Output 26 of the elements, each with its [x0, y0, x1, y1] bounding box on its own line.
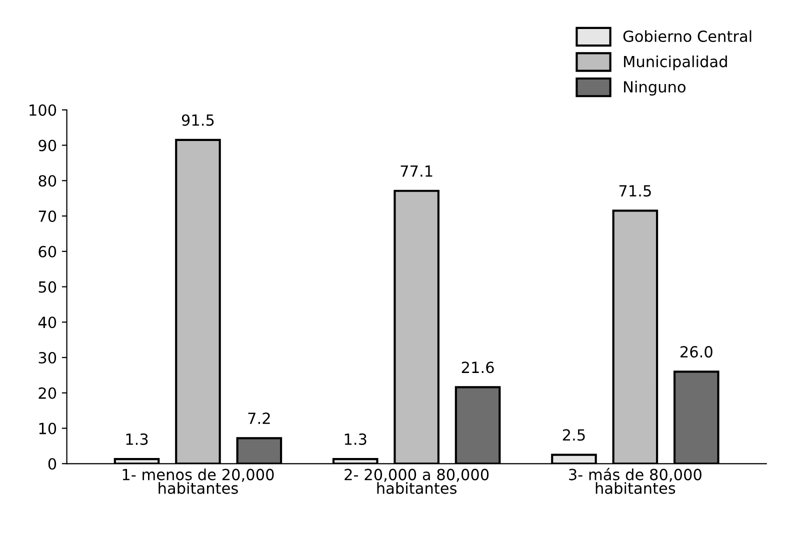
x-tick-label: 3- más de 80,000 habitantes	[569, 468, 702, 494]
y-tick-label: 60	[38, 246, 56, 258]
legend-label: Municipalidad	[624, 55, 727, 70]
legend-label: Gobierno Central	[623, 30, 752, 42]
legend-label: Ninguno	[624, 80, 686, 96]
y-tick-label: 50	[38, 281, 56, 293]
y-tick-label: 40	[38, 316, 56, 328]
text: 21.6	[462, 362, 494, 374]
y-tick-label: 80	[38, 175, 56, 187]
text: 77.1	[400, 165, 432, 177]
text: 1.3	[126, 433, 148, 445]
x-tick-label: 1- menos de 20,000 habitantes	[122, 468, 274, 494]
y-tick-label: 30	[38, 352, 56, 364]
y-tick-label: 10	[39, 422, 56, 434]
text: 26.0	[680, 346, 712, 358]
text: 7.2	[248, 412, 270, 424]
y-tick-label: 0	[48, 458, 56, 470]
y-tick-label: 70	[38, 210, 56, 222]
text: 1.3	[344, 433, 366, 445]
text: 71.5	[619, 185, 651, 197]
text: 2.5	[562, 429, 585, 441]
y-tick-label: 90	[38, 140, 56, 152]
x-tick-label: 2- 20,000 a 80,000 habitantes	[344, 468, 489, 494]
y-tick-label: 100	[30, 104, 56, 116]
y-tick-label: 20	[38, 387, 56, 399]
text: 91.5	[182, 114, 214, 126]
